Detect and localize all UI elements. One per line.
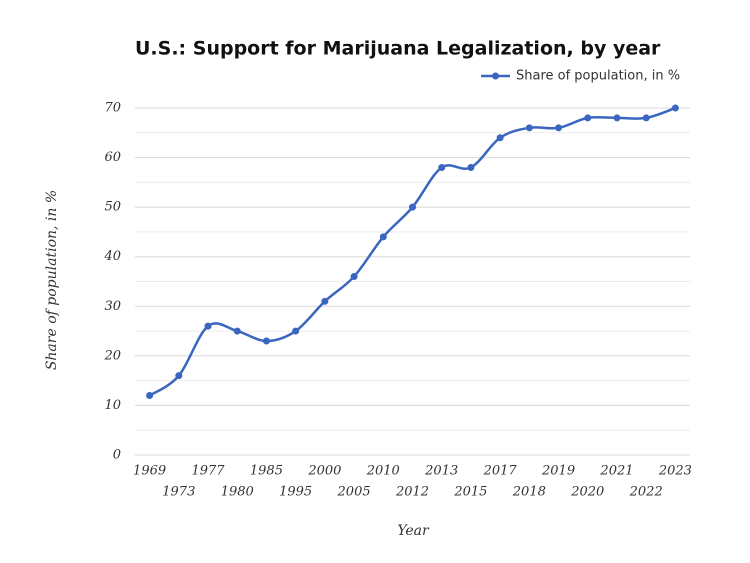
y-tick-label: 30 [104, 299, 121, 314]
point [379, 233, 387, 241]
point [555, 124, 563, 132]
x-tick-label: 2000 [307, 464, 341, 479]
point [292, 327, 300, 335]
x-axis-title: Year [397, 523, 430, 539]
y-tick-label: 10 [104, 398, 121, 413]
x-tick-label: 2005 [337, 485, 371, 500]
y-tick-label: 70 [104, 101, 121, 116]
x-tick-label: 1977 [191, 464, 225, 479]
y-tick-label: 50 [104, 200, 121, 215]
point [671, 104, 679, 112]
point [409, 203, 416, 211]
y-tick-label: 40 [103, 249, 121, 264]
point [467, 163, 475, 171]
point [613, 114, 621, 122]
point [233, 327, 241, 335]
point [525, 124, 533, 132]
legend-label: Share of population, in % [516, 69, 680, 84]
x-tick-label: 2013 [424, 464, 458, 479]
x-tick-label: 1973 [162, 485, 195, 500]
x-tick-label: 2012 [395, 485, 429, 500]
line [148, 106, 676, 397]
point [350, 273, 358, 281]
y-tick-label: 20 [103, 348, 121, 363]
x-tick-label: 1985 [250, 464, 283, 479]
x-tick-label: 2018 [512, 485, 546, 500]
x-tick-label: 1995 [279, 485, 312, 500]
point [584, 114, 592, 122]
chart-title: U.S.: Support for Marijuana Legalization… [135, 38, 661, 60]
point [175, 372, 183, 380]
point [496, 134, 504, 142]
x-tick-label: 2019 [541, 464, 575, 479]
x-tick-label: 2010 [366, 464, 400, 479]
point [642, 114, 650, 122]
x-tick-label: 2017 [483, 464, 518, 479]
point [262, 337, 270, 345]
y-tick-label: 60 [104, 150, 121, 165]
x-tick-label: 2021 [599, 464, 633, 479]
x-tick-label: 2022 [629, 485, 663, 500]
point [321, 297, 329, 305]
x-tick-label: 2015 [453, 485, 487, 500]
point [146, 392, 154, 400]
x-tick-label: 2020 [570, 485, 604, 500]
x-tick-label: 1980 [221, 485, 254, 500]
x-tick-label: 2023 [658, 464, 692, 479]
x-tick-label: 1969 [133, 464, 166, 479]
point [438, 163, 446, 171]
legend-marker [492, 72, 499, 80]
y-axis-title: Share of population, in % [44, 190, 60, 370]
y-tick-label: 0 [113, 448, 121, 463]
point [204, 322, 212, 330]
